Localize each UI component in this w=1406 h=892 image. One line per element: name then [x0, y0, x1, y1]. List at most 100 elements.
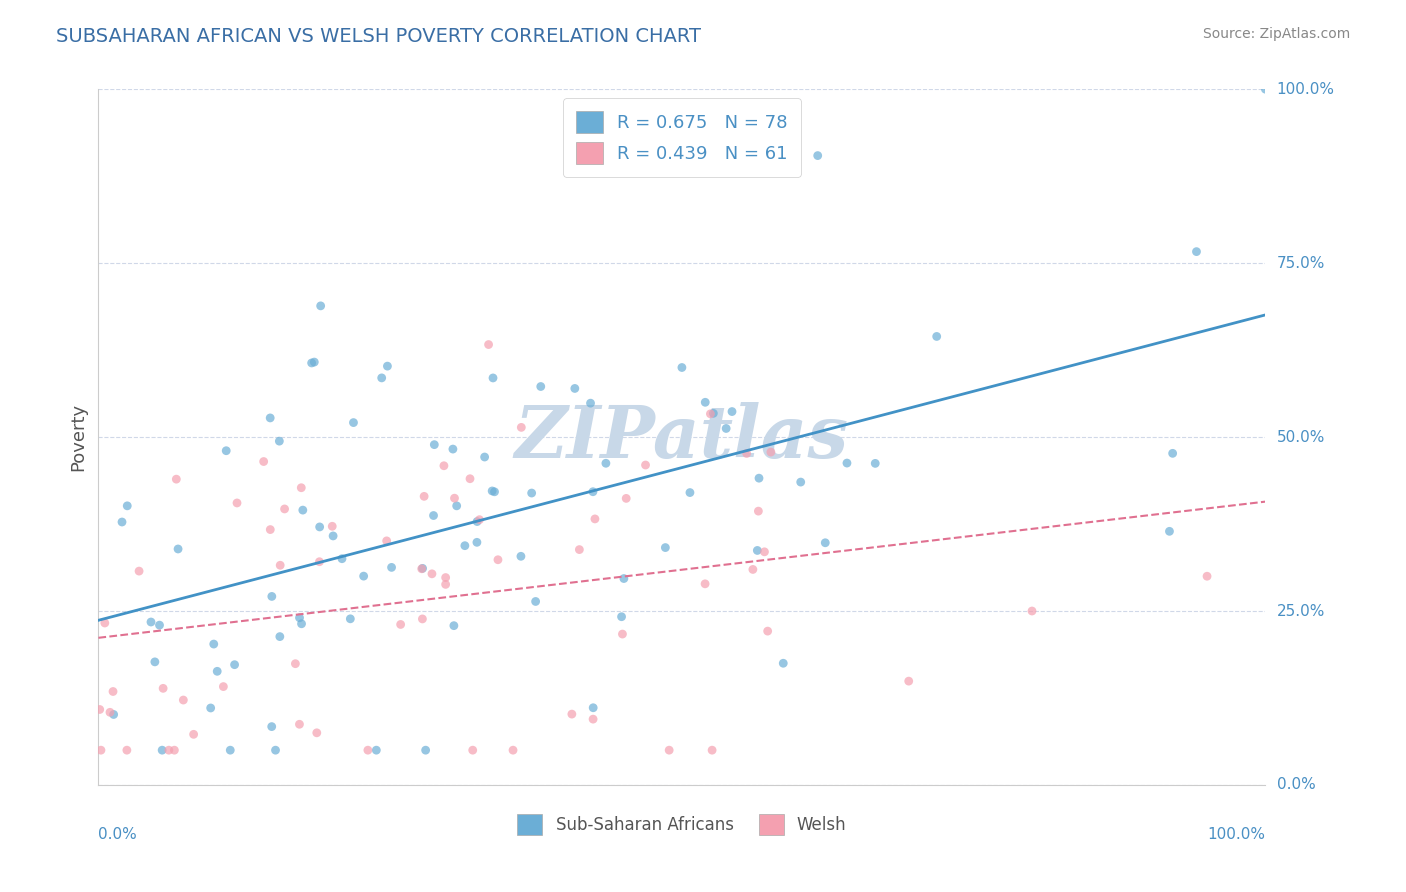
Point [502, 743, 524, 757]
Point [925, 329, 948, 343]
Text: 25.0%: 25.0% [1277, 604, 1324, 618]
Point [370, 371, 392, 385]
Point [748, 471, 770, 485]
Point [612, 627, 634, 641]
Point [865, 456, 887, 470]
Point [422, 508, 444, 523]
Point [454, 539, 477, 553]
Point [219, 743, 242, 757]
Point [259, 411, 281, 425]
Point [111, 515, 134, 529]
Point [1195, 569, 1218, 583]
Point [366, 743, 388, 757]
Point [165, 472, 187, 486]
Point [714, 421, 737, 435]
Point [291, 503, 314, 517]
Point [224, 657, 246, 672]
Point [103, 707, 125, 722]
Point [375, 533, 398, 548]
Point [474, 450, 496, 464]
Point [322, 529, 344, 543]
Text: 100.0%: 100.0% [1208, 827, 1265, 842]
Point [814, 535, 837, 549]
Point [634, 458, 657, 472]
Point [215, 443, 238, 458]
Point [568, 542, 591, 557]
Point [524, 594, 547, 608]
Point [380, 560, 402, 574]
Point [330, 551, 353, 566]
Point [747, 504, 769, 518]
Point [420, 566, 443, 581]
Point [273, 502, 295, 516]
Point [671, 360, 693, 375]
Point [357, 743, 380, 757]
Point [561, 707, 583, 722]
Point [790, 475, 813, 489]
Point [484, 484, 506, 499]
Point [699, 407, 721, 421]
Point [308, 555, 330, 569]
Point [613, 572, 636, 586]
Point [434, 570, 457, 584]
Y-axis label: Poverty: Poverty [69, 403, 87, 471]
Point [411, 562, 433, 576]
Point [772, 657, 794, 671]
Point [741, 562, 763, 576]
Point [582, 700, 605, 714]
Point [117, 499, 139, 513]
Point [269, 434, 291, 449]
Point [377, 359, 399, 373]
Point [441, 442, 464, 456]
Point [342, 416, 364, 430]
Point [423, 437, 446, 451]
Point [321, 519, 343, 533]
Point [721, 404, 744, 418]
Text: 0.0%: 0.0% [1277, 778, 1315, 792]
Point [807, 148, 830, 162]
Point [582, 484, 605, 499]
Point [304, 355, 326, 369]
Point [339, 612, 361, 626]
Point [582, 712, 605, 726]
Text: SUBSAHARAN AFRICAN VS WELSH POVERTY CORRELATION CHART: SUBSAHARAN AFRICAN VS WELSH POVERTY CORR… [56, 27, 702, 45]
Point [139, 615, 162, 629]
Point [1185, 244, 1208, 259]
Point [1159, 524, 1181, 539]
Point [482, 371, 505, 385]
Point [579, 396, 602, 410]
Point [695, 395, 717, 409]
Point [468, 513, 491, 527]
Point [1254, 82, 1277, 96]
Point [301, 356, 323, 370]
Text: 50.0%: 50.0% [1277, 430, 1324, 444]
Legend: Sub-Saharan Africans, Welsh: Sub-Saharan Africans, Welsh [506, 803, 858, 847]
Point [212, 680, 235, 694]
Point [259, 523, 281, 537]
Point [458, 472, 481, 486]
Point [465, 515, 488, 529]
Point [309, 299, 332, 313]
Point [412, 561, 434, 575]
Point [754, 545, 776, 559]
Text: Source: ZipAtlas.com: Source: ZipAtlas.com [1202, 27, 1350, 41]
Point [167, 541, 190, 556]
Point [128, 564, 150, 578]
Text: 75.0%: 75.0% [1277, 256, 1324, 270]
Point [269, 558, 291, 573]
Point [530, 379, 553, 393]
Point [477, 337, 499, 351]
Point [747, 543, 769, 558]
Point [284, 657, 307, 671]
Point [253, 454, 276, 468]
Point [897, 674, 920, 689]
Point [835, 456, 858, 470]
Point [308, 520, 330, 534]
Point [693, 577, 716, 591]
Point [290, 616, 312, 631]
Point [269, 630, 291, 644]
Point [89, 702, 111, 716]
Point [143, 655, 166, 669]
Text: ZIPatlas: ZIPatlas [515, 401, 849, 473]
Point [226, 496, 249, 510]
